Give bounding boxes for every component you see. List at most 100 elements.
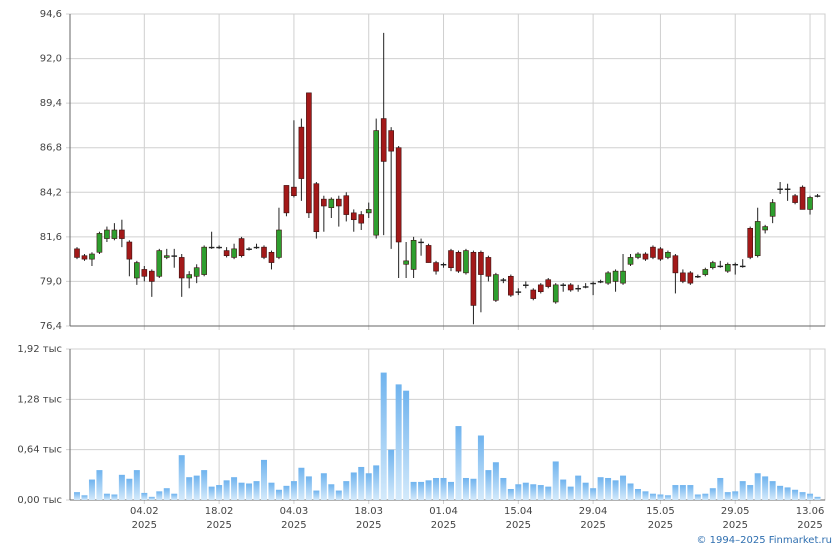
candle-body bbox=[552, 284, 559, 303]
volume-bar bbox=[515, 484, 522, 500]
candle-body bbox=[732, 263, 739, 266]
volume-bar bbox=[500, 477, 507, 500]
y-tick-label: 76,4 bbox=[40, 321, 62, 332]
volume-bar bbox=[552, 461, 559, 500]
candle-body bbox=[149, 270, 155, 282]
volume-bar bbox=[807, 493, 814, 500]
candle-body bbox=[537, 284, 544, 293]
volume-bar bbox=[380, 372, 387, 500]
volume-bar bbox=[575, 475, 582, 500]
volume-bar bbox=[649, 493, 656, 500]
volume-bar bbox=[403, 390, 410, 500]
candle-body bbox=[522, 284, 529, 286]
candle-body bbox=[96, 233, 103, 253]
candle-body bbox=[208, 246, 215, 249]
volume-bar bbox=[171, 493, 178, 500]
volume-bar bbox=[148, 496, 155, 500]
candle-body bbox=[350, 212, 357, 221]
candle-body bbox=[605, 272, 611, 284]
volume-bar bbox=[328, 484, 335, 500]
volume-bar bbox=[777, 485, 784, 500]
candle-body bbox=[126, 241, 133, 260]
volume-bar bbox=[425, 480, 432, 500]
candle-body bbox=[201, 246, 207, 275]
volume-bar bbox=[814, 496, 821, 500]
candle-body bbox=[306, 92, 312, 214]
candle-body bbox=[246, 248, 252, 250]
volume-bar bbox=[320, 473, 327, 500]
candle-body bbox=[283, 185, 290, 214]
plot-area bbox=[69, 13, 826, 327]
candle-body bbox=[754, 221, 761, 257]
volume-bar bbox=[679, 485, 686, 500]
volume-bar bbox=[126, 478, 133, 500]
candle-body bbox=[380, 118, 387, 162]
candle-body bbox=[433, 262, 439, 272]
volume-bar bbox=[747, 485, 754, 500]
candle-body bbox=[343, 195, 350, 215]
volume-bar bbox=[246, 483, 253, 500]
candle-body bbox=[709, 262, 716, 269]
y-tick-label: 0,00 тыс bbox=[17, 495, 62, 506]
volume-bar bbox=[275, 489, 282, 500]
volume-bar bbox=[530, 484, 537, 500]
y-tick-label: 79,0 bbox=[40, 276, 62, 287]
volume-bar bbox=[694, 494, 701, 500]
y-tick-label: 1,92 тыс bbox=[17, 344, 62, 355]
volume-bar bbox=[238, 482, 245, 500]
volume-bar bbox=[208, 486, 215, 500]
volume-bar bbox=[462, 477, 469, 500]
volume-bar bbox=[672, 485, 679, 500]
volume-bar bbox=[103, 493, 110, 500]
volume-bar bbox=[268, 482, 275, 500]
volume-bar bbox=[762, 476, 769, 500]
candle-body bbox=[74, 248, 80, 258]
volume-bar bbox=[96, 470, 103, 500]
candle-body bbox=[119, 229, 125, 239]
volume-bar bbox=[410, 481, 417, 500]
candle-body bbox=[373, 130, 380, 236]
volume-bar bbox=[290, 481, 297, 500]
candle-body bbox=[448, 250, 454, 269]
volume-bar bbox=[74, 492, 80, 500]
volume-bar bbox=[560, 479, 567, 500]
volume-bar bbox=[118, 474, 125, 500]
candle-body bbox=[223, 250, 230, 257]
volume-bar bbox=[635, 488, 641, 500]
volume-bar bbox=[186, 477, 193, 500]
volume-bar bbox=[537, 485, 544, 500]
candle-body bbox=[403, 260, 409, 265]
volume-bar bbox=[754, 473, 761, 500]
y-tick-label: 86,8 bbox=[40, 143, 62, 154]
volume-bar bbox=[216, 485, 223, 500]
candle-body bbox=[814, 195, 821, 197]
volume-bar bbox=[350, 472, 357, 500]
volume-bar bbox=[507, 488, 514, 500]
candle-body bbox=[81, 255, 88, 260]
volume-bar bbox=[567, 486, 574, 500]
candle-body bbox=[724, 263, 731, 272]
candle-body bbox=[186, 274, 192, 279]
volume-bar bbox=[724, 492, 731, 500]
volume-bar bbox=[455, 426, 462, 500]
candle-body bbox=[358, 214, 365, 224]
candle-body bbox=[455, 251, 462, 272]
y-tick-label: 81,6 bbox=[40, 232, 62, 243]
volume-bar bbox=[223, 480, 230, 500]
volume-bar bbox=[440, 477, 447, 500]
volume-bar bbox=[799, 492, 806, 500]
candle-body bbox=[717, 265, 724, 268]
candle-body bbox=[328, 198, 335, 209]
candle-body bbox=[178, 257, 185, 279]
candle-body bbox=[478, 251, 484, 275]
volume-bar bbox=[769, 481, 776, 500]
candle-body bbox=[680, 272, 686, 282]
y-tick-label: 84,2 bbox=[40, 187, 62, 198]
y-tick-label: 92,0 bbox=[40, 54, 62, 65]
y-tick-label: 0,64 тыс bbox=[17, 445, 62, 456]
candle-body bbox=[739, 265, 746, 268]
candle-body bbox=[238, 238, 245, 257]
candle-body bbox=[298, 126, 305, 179]
candle-body bbox=[792, 195, 798, 203]
